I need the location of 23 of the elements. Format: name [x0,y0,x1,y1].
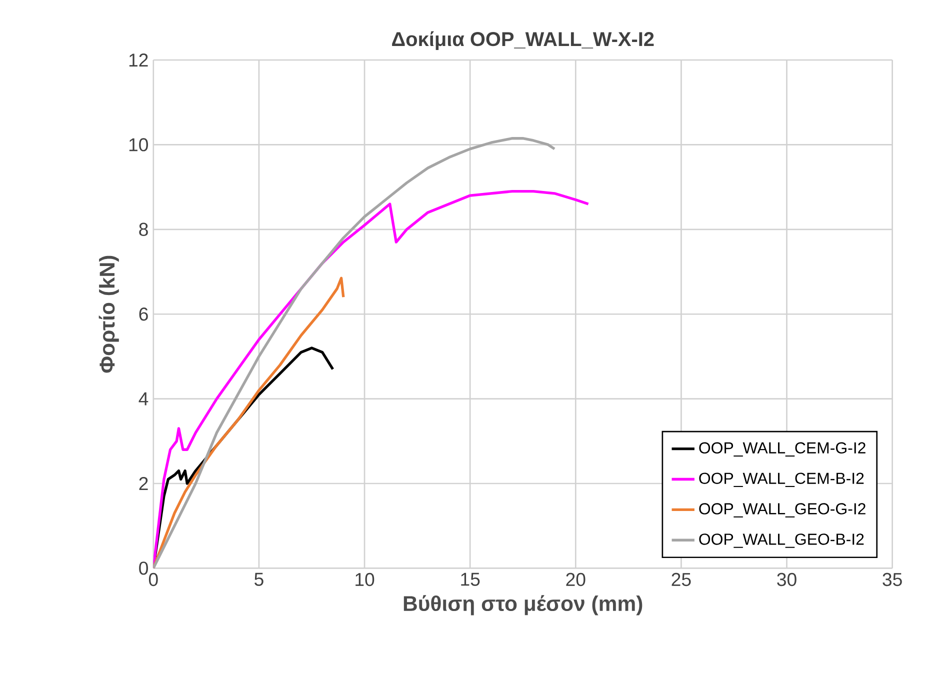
x-tick-label: 35 [882,572,902,586]
x-tick-label: 30 [777,572,796,586]
line-series [153,137,556,568]
x-tick-label: 0 [148,572,158,586]
x-tick-label: 15 [461,572,480,586]
legend-label: OOP_WALL_GEO-B-I2 [699,534,864,548]
y-tick-label: 4 [138,392,148,406]
x-tick-label: 25 [672,572,691,586]
y-tick-label: 10 [129,138,148,152]
x-axis-title: Βύθιση στο μέσον (mm) [404,595,642,616]
x-tick-label: 10 [356,572,374,586]
legend-label: OOP_WALL_CEM-G-I2 [699,442,866,457]
y-tick-label: 12 [129,54,148,67]
y-tick-label: 2 [139,477,148,490]
y-tick-label: 0 [139,562,148,575]
y-tick-label: 8 [139,222,148,236]
chart-title: Δοκίμια OOP_WALL_W-X-I2 [392,31,654,50]
y-tick-label: 6 [139,308,148,321]
legend-label: OOP_WALL_GEO-G-I2 [699,503,866,518]
x-tick-label: 5 [254,572,264,586]
y-axis-title: Φορτίο (kN) [98,256,119,373]
x-tick-label: 20 [566,572,586,586]
legend-label: OOP_WALL_CEM-B-I2 [699,472,864,488]
